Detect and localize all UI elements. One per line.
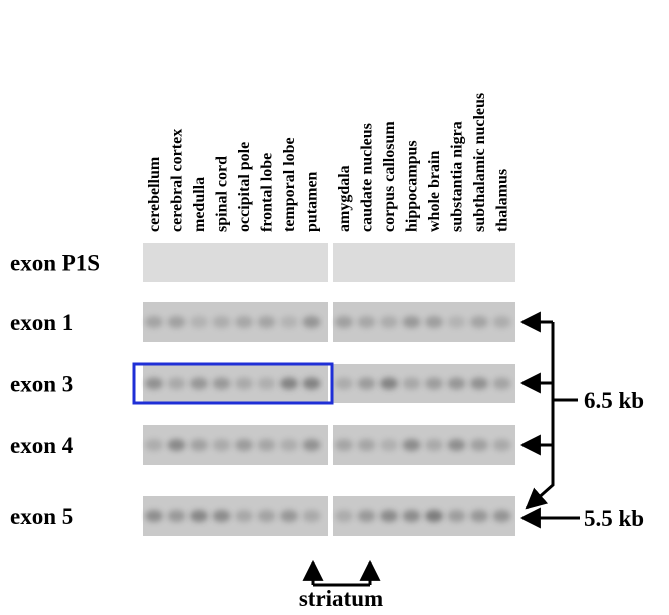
- lane-label: hippocampus: [404, 140, 421, 232]
- blot-band: [235, 439, 253, 451]
- blot-band: [258, 316, 276, 328]
- row-label: exon 4: [10, 433, 74, 458]
- blot-band: [358, 510, 376, 522]
- blot-band: [448, 439, 466, 451]
- blot-band: [425, 378, 443, 390]
- blot-band: [380, 439, 398, 451]
- blot-band: [493, 316, 511, 328]
- size-label: 6.5 kb: [584, 388, 644, 413]
- lane-label: cerebral cortex: [169, 129, 186, 232]
- blot-band: [213, 378, 231, 390]
- blot-band: [303, 316, 321, 328]
- blot-band: [280, 439, 298, 451]
- blot-band: [358, 316, 376, 328]
- blot-band: [425, 439, 443, 451]
- blot-band: [425, 510, 443, 522]
- lane-label: occipital pole: [236, 142, 253, 232]
- blot-band: [425, 316, 443, 328]
- lane-label: cerebellum: [146, 156, 163, 232]
- blot-band: [145, 316, 163, 328]
- lane-label: subthalamic nucleus: [471, 93, 488, 232]
- lane-label: amygdala: [336, 165, 353, 232]
- blot-band: [380, 378, 398, 390]
- size-label: 5.5 kb: [584, 506, 644, 531]
- blot-band: [213, 439, 231, 451]
- blot-band: [380, 316, 398, 328]
- blot-band: [303, 378, 321, 390]
- blot-band: [335, 316, 353, 328]
- bracket-label: striatum: [299, 586, 383, 610]
- blot-panel: [333, 243, 515, 282]
- blot-band: [235, 316, 253, 328]
- blot-band: [280, 378, 298, 390]
- blot-band: [280, 316, 298, 328]
- blot-band: [335, 510, 353, 522]
- blot-band: [280, 510, 298, 522]
- blot-band: [258, 510, 276, 522]
- blot-band: [168, 510, 186, 522]
- blot-band: [190, 316, 208, 328]
- blot-band: [358, 378, 376, 390]
- blot-band: [190, 378, 208, 390]
- row-label: exon 5: [10, 504, 73, 529]
- blot-band: [235, 378, 253, 390]
- blot-band: [493, 439, 511, 451]
- lane-label: spinal cord: [214, 156, 231, 232]
- blot-band: [403, 439, 421, 451]
- blot-band: [380, 510, 398, 522]
- lane-label: medulla: [191, 177, 208, 232]
- row-label: exon 3: [10, 372, 73, 397]
- blot-band: [168, 439, 186, 451]
- blot-band: [335, 439, 353, 451]
- blot-band: [403, 316, 421, 328]
- blot-band: [190, 510, 208, 522]
- blot-band: [493, 510, 511, 522]
- lane-label: corpus callosum: [381, 121, 398, 232]
- lane-label: caudate nucleus: [359, 123, 376, 232]
- lane-label: frontal lobe: [259, 153, 276, 232]
- row-label: exon 1: [10, 310, 73, 335]
- blot-band: [145, 439, 163, 451]
- blot-band: [258, 378, 276, 390]
- blot-band: [448, 510, 466, 522]
- blot-band: [303, 439, 321, 451]
- blot-panel: [143, 243, 328, 282]
- blot-band: [470, 510, 488, 522]
- lane-label: substantia nigra: [449, 121, 466, 232]
- blot-band: [145, 510, 163, 522]
- row-label: exon P1S: [10, 251, 100, 276]
- blot-band: [470, 439, 488, 451]
- blot-band: [358, 439, 376, 451]
- lane-labels: cerebellum cerebral cortex medulla spinal c…: [146, 93, 511, 232]
- blot-band: [448, 316, 466, 328]
- blot-band: [303, 510, 321, 522]
- blot-band: [168, 316, 186, 328]
- blot-band: [470, 378, 488, 390]
- lane-label: putamen: [304, 171, 321, 232]
- lane-label: whole brain: [426, 151, 443, 232]
- blot-band: [470, 316, 488, 328]
- lane-label: thalamus: [494, 169, 511, 232]
- row-labels: exon P1S exon 1 exon 3 exon 4 exon 5: [10, 251, 100, 530]
- blot-band: [145, 378, 163, 390]
- blot-band: [190, 439, 208, 451]
- blot-band: [213, 316, 231, 328]
- blot-band: [493, 378, 511, 390]
- blot-band: [235, 510, 253, 522]
- blot-band: [448, 378, 466, 390]
- blot-band: [403, 510, 421, 522]
- blot-band: [213, 510, 231, 522]
- blot-band: [258, 439, 276, 451]
- blot-band: [403, 378, 421, 390]
- blots: [143, 243, 515, 536]
- blot-band: [168, 378, 186, 390]
- figure: cerebellum cerebral cortex medulla spinal c…: [0, 0, 669, 610]
- blot-band: [335, 378, 353, 390]
- lane-label: temporal lobe: [281, 137, 298, 232]
